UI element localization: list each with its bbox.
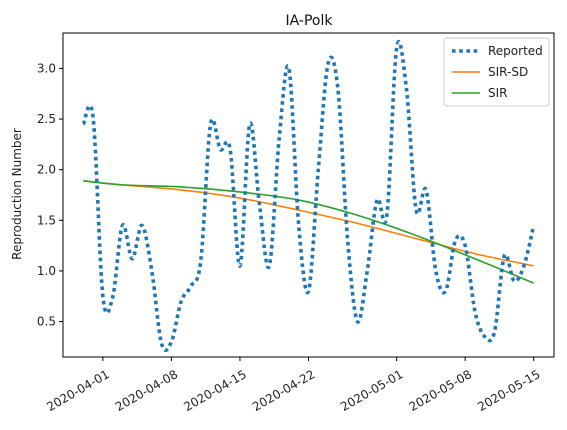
y-tick-label: 2.0	[37, 163, 56, 177]
y-axis-title: Reproduction Number	[10, 128, 24, 260]
y-tick-label: 3.0	[37, 61, 56, 75]
y-tick-label: 0.5	[37, 315, 56, 329]
legend-label: SIR-SD	[488, 65, 528, 79]
legend-label: SIR	[488, 86, 508, 100]
y-tick-label: 2.5	[37, 112, 56, 126]
chart-title: IA-Polk	[286, 13, 334, 29]
plot-area	[81, 39, 536, 353]
legend: Reported SIR-SD SIR	[443, 37, 550, 107]
y-axis: 0.5 1.0 1.5 2.0 2.5 3.0	[37, 61, 63, 329]
legend-label: Reported	[488, 44, 543, 58]
plot-frame	[62, 32, 555, 358]
legend-box	[443, 37, 550, 107]
y-tick-label: 1.0	[37, 264, 56, 278]
series-line-reported	[81, 39, 536, 353]
y-tick-label: 1.5	[37, 213, 56, 227]
